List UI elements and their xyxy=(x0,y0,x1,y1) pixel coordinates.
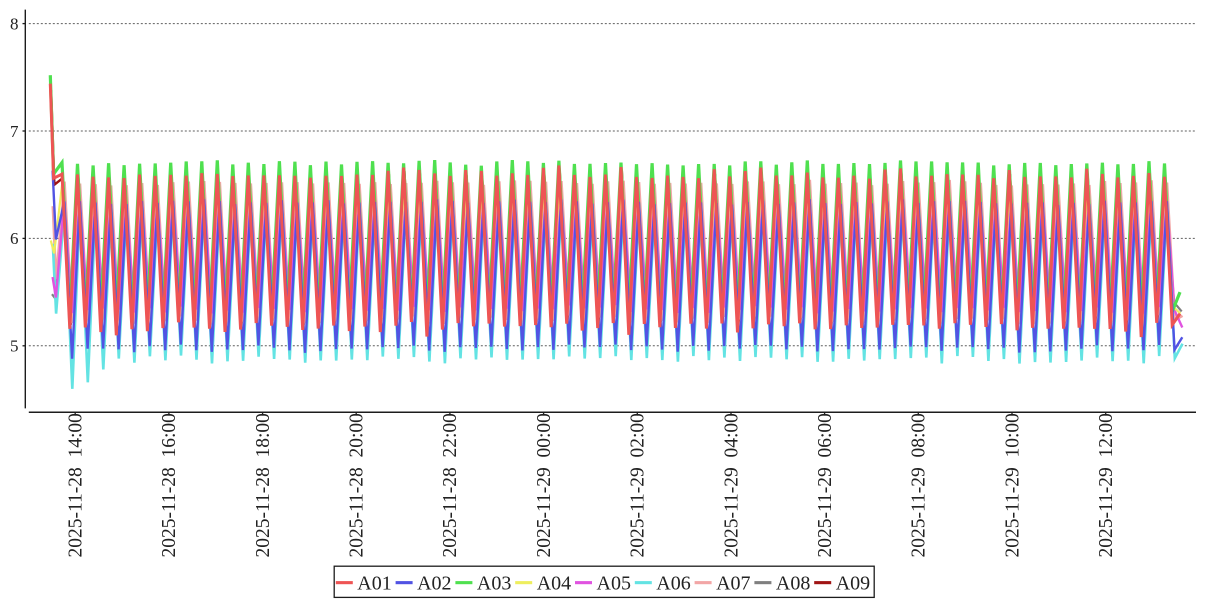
svg-text:A08: A08 xyxy=(776,573,810,595)
svg-text:2025-11-28 16:00: 2025-11-28 16:00 xyxy=(159,413,180,557)
svg-text:A05: A05 xyxy=(597,573,631,595)
svg-text:A01: A01 xyxy=(357,573,391,595)
svg-text:2025-11-28 20:00: 2025-11-28 20:00 xyxy=(347,413,368,557)
svg-text:2025-11-29 10:00: 2025-11-29 10:00 xyxy=(1002,413,1023,557)
svg-text:2025-11-28 22:00: 2025-11-28 22:00 xyxy=(440,413,461,557)
svg-text:2025-11-29 06:00: 2025-11-29 06:00 xyxy=(815,413,836,557)
svg-text:A07: A07 xyxy=(716,573,750,595)
svg-text:A04: A04 xyxy=(537,573,571,595)
svg-text:2025-11-29 02:00: 2025-11-29 02:00 xyxy=(628,413,649,557)
svg-text:2025-11-29 00:00: 2025-11-29 00:00 xyxy=(534,413,555,557)
svg-text:A02: A02 xyxy=(417,573,451,595)
svg-text:5: 5 xyxy=(10,337,19,356)
svg-text:2025-11-28 18:00: 2025-11-28 18:00 xyxy=(253,413,274,557)
svg-text:A09: A09 xyxy=(836,573,870,595)
svg-text:8: 8 xyxy=(10,14,19,33)
svg-text:2025-11-28 14:00: 2025-11-28 14:00 xyxy=(66,413,87,557)
svg-text:2025-11-29 12:00: 2025-11-29 12:00 xyxy=(1096,413,1117,557)
svg-text:6: 6 xyxy=(10,229,19,248)
svg-text:7: 7 xyxy=(10,122,19,141)
svg-text:2025-11-29 08:00: 2025-11-29 08:00 xyxy=(909,413,930,557)
svg-text:A06: A06 xyxy=(656,573,690,595)
svg-text:A03: A03 xyxy=(477,573,511,595)
svg-text:2025-11-29 04:00: 2025-11-29 04:00 xyxy=(721,413,742,557)
